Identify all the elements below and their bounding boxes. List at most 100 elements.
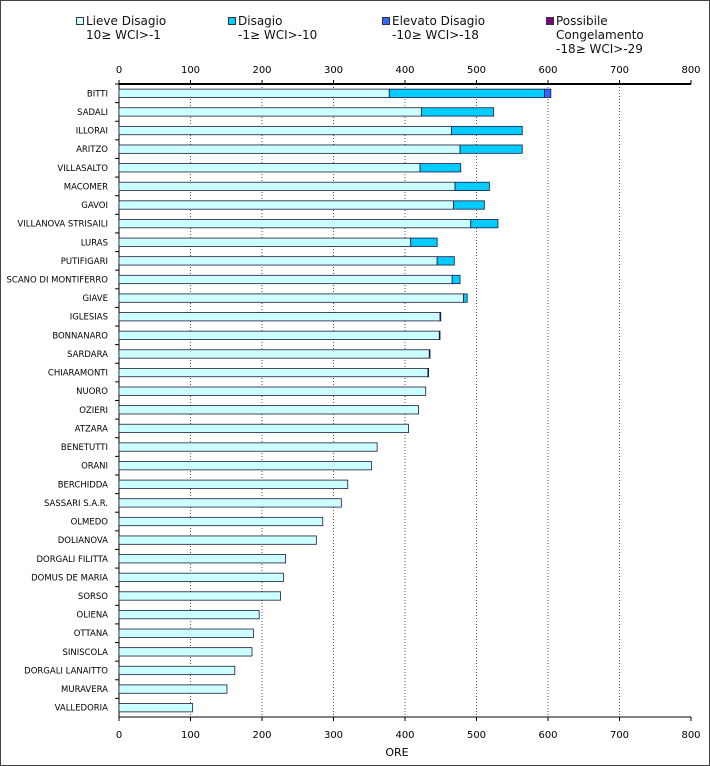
category-label: SORSO bbox=[78, 592, 108, 602]
bottom-tick-label-600: 600 bbox=[538, 730, 557, 741]
bar-segment-lieve-disagio bbox=[118, 107, 422, 117]
bar-segment-lieve-disagio bbox=[118, 88, 390, 98]
legend-label-congelamento: Congelamento bbox=[556, 28, 644, 42]
bar-segment-lieve-disagio bbox=[118, 312, 441, 322]
bar-segment-lieve-disagio bbox=[118, 330, 440, 340]
category-label: BITTI bbox=[87, 89, 108, 99]
category-label: DORGALI FILITTA bbox=[36, 555, 108, 565]
bar-segment-lieve-disagio bbox=[118, 349, 430, 359]
category-label: SINISCOLA bbox=[62, 648, 108, 658]
bar-segment-disagio bbox=[454, 181, 490, 191]
bar-segment-disagio bbox=[453, 200, 485, 210]
bar-segment-disagio bbox=[421, 107, 495, 117]
bar-segment-disagio bbox=[470, 219, 499, 229]
bottom-tick-label-800: 800 bbox=[681, 730, 700, 741]
bar-segment-lieve-disagio bbox=[118, 554, 286, 564]
bar-segment-lieve-disagio bbox=[118, 181, 456, 191]
legend-label-elevato-disagio: Elevato Disagio bbox=[392, 14, 486, 28]
category-label: DORGALI LANAITTO bbox=[24, 666, 108, 676]
category-label: OTTANA bbox=[74, 629, 108, 639]
category-label: DOLIANOVA bbox=[58, 536, 108, 546]
category-label: OZIERI bbox=[79, 406, 108, 416]
x-axis-label: ORE bbox=[385, 746, 408, 759]
bar-segment-disagio bbox=[459, 144, 523, 154]
top-tick-label-0: 0 bbox=[116, 65, 122, 76]
legend-swatch-lieve-disagio bbox=[76, 17, 84, 25]
category-label: VILLASALTO bbox=[57, 164, 108, 174]
category-label: ILLORAI bbox=[76, 127, 108, 137]
bar-segment-elevato-disagio bbox=[544, 88, 552, 98]
bar-segment-lieve-disagio bbox=[118, 647, 253, 657]
category-label: PUTIFIGARI bbox=[61, 257, 108, 267]
category-label: VILLANOVA STRISAILI bbox=[17, 220, 108, 230]
bar-segment-lieve-disagio bbox=[118, 498, 342, 508]
bottom-tick-label-0: 0 bbox=[116, 730, 122, 741]
bar-segment-lieve-disagio bbox=[118, 665, 236, 676]
bar-segment-disagio bbox=[427, 367, 429, 378]
bar-segment-lieve-disagio bbox=[118, 572, 284, 582]
bar-segment-lieve-disagio bbox=[118, 405, 419, 415]
bar-segment-disagio bbox=[451, 274, 461, 285]
bar-segment-lieve-disagio bbox=[118, 367, 429, 378]
legend-range-elevato-disagio: -10≥ WCI>-18 bbox=[392, 28, 479, 42]
category-label: LURAS bbox=[81, 238, 108, 248]
bar-segment-disagio bbox=[428, 349, 431, 359]
category-label: BENETUTTI bbox=[61, 443, 108, 453]
category-label: GAVOI bbox=[81, 201, 108, 211]
category-label: IGLESIAS bbox=[70, 313, 108, 323]
category-label: SASSARI S.A.R. bbox=[44, 499, 108, 509]
category-label: ATZARA bbox=[75, 424, 109, 434]
legend-range-possibile-congelamento: -18≥ WCI>-29 bbox=[556, 42, 643, 56]
bar-segment-lieve-disagio bbox=[118, 274, 453, 285]
top-tick-label-400: 400 bbox=[395, 65, 414, 76]
bar-segment-disagio bbox=[436, 256, 455, 266]
legend-swatch-possibile-congelamento bbox=[546, 17, 554, 25]
category-label: MACOMER bbox=[64, 182, 108, 192]
category-label: NUORO bbox=[76, 387, 108, 397]
legend-swatch-disagio bbox=[228, 17, 236, 25]
legend-label-possibile: Possibile bbox=[556, 14, 608, 28]
category-label: SCANO DI MONTIFERRO bbox=[7, 275, 109, 285]
bar-segment-lieve-disagio bbox=[118, 628, 254, 638]
bar-segment-lieve-disagio bbox=[118, 256, 438, 266]
bar-segment-lieve-disagio bbox=[118, 237, 412, 247]
top-tick-label-300: 300 bbox=[324, 65, 343, 76]
bar-segment-lieve-disagio bbox=[118, 442, 378, 452]
bar-segment-lieve-disagio bbox=[118, 144, 461, 154]
bar-segment-lieve-disagio bbox=[118, 293, 465, 303]
bar-segment-disagio bbox=[451, 125, 523, 136]
plot-area bbox=[119, 84, 691, 717]
bar-segment-lieve-disagio bbox=[118, 423, 409, 434]
category-label: OLMEDO bbox=[71, 518, 109, 528]
bar-segment-lieve-disagio bbox=[118, 461, 372, 471]
bar-segment-disagio bbox=[463, 293, 468, 303]
bar-segment-disagio bbox=[388, 88, 545, 98]
bottom-tick-label-700: 700 bbox=[610, 730, 629, 741]
bar-segment-lieve-disagio bbox=[118, 591, 281, 601]
top-tick-label-800: 800 bbox=[681, 65, 700, 76]
bar-segment-disagio bbox=[410, 237, 438, 247]
category-label: ARITZO bbox=[76, 145, 108, 155]
bar-segment-lieve-disagio bbox=[118, 479, 349, 489]
bottom-tick-label-300: 300 bbox=[324, 730, 343, 741]
category-label: BERCHIDDA bbox=[58, 480, 108, 490]
bar-segment-lieve-disagio bbox=[118, 516, 324, 527]
legend-range-lieve-disagio: 10≥ WCI>-1 bbox=[86, 28, 161, 42]
bar-segment-lieve-disagio bbox=[118, 163, 421, 173]
legend-range-disagio: -1≥ WCI>-10 bbox=[238, 28, 318, 42]
category-label: OLIENA bbox=[77, 611, 109, 621]
bar-segment-lieve-disagio bbox=[118, 684, 228, 694]
bar-segment-lieve-disagio bbox=[118, 535, 317, 545]
legend-label-disagio: Disagio bbox=[238, 14, 283, 28]
legend-label-lieve-disagio: Lieve Disagio bbox=[86, 14, 167, 28]
bar-segment-disagio bbox=[438, 330, 441, 340]
category-label: ORANI bbox=[81, 462, 108, 472]
category-label: SADALI bbox=[77, 108, 108, 118]
category-label: VALLEDORIA bbox=[55, 704, 109, 714]
bar-segment-lieve-disagio bbox=[118, 610, 260, 620]
category-label: CHIARAMONTI bbox=[48, 369, 108, 379]
category-label: BONNANARO bbox=[52, 331, 108, 341]
category-label: MURAVERA bbox=[61, 685, 108, 695]
